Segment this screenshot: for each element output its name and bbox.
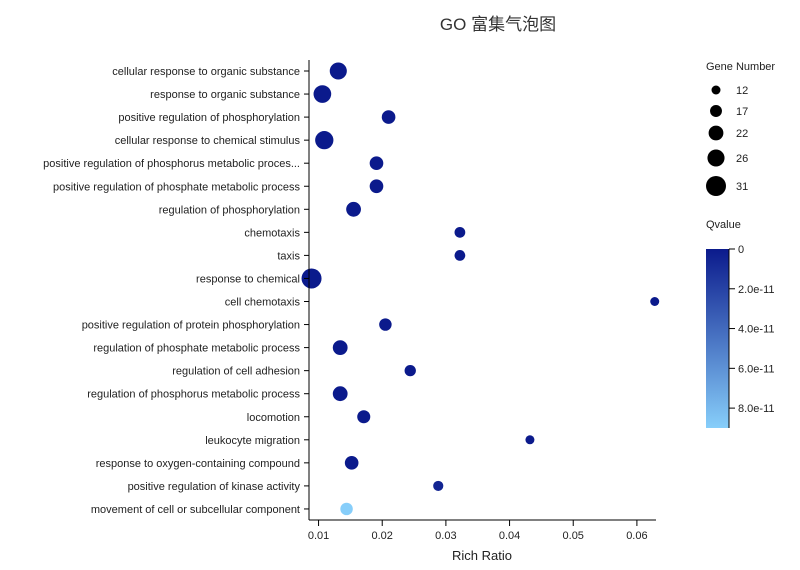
x-axis-label: Rich Ratio [452, 548, 512, 563]
size-legend-bubble [706, 176, 726, 196]
bubble-point[interactable] [346, 201, 361, 217]
size-legend-label: 17 [736, 106, 748, 118]
plot-area [301, 62, 660, 516]
x-tick-label: 0.01 [308, 530, 329, 542]
y-tick-label: cell chemotaxis [225, 297, 301, 309]
y-tick-label: response to organic substance [150, 89, 300, 101]
size-legend-label: 22 [736, 128, 748, 140]
bubble-point[interactable] [433, 480, 444, 491]
y-tick-label: positive regulation of phosphorus metabo… [43, 158, 300, 170]
size-legend-bubble [708, 125, 724, 141]
bubble-point[interactable] [329, 62, 347, 80]
y-tick-label: cellular response to chemical stimulus [115, 135, 301, 147]
size-legend-bubble [711, 85, 721, 95]
bubble-point[interactable] [332, 386, 348, 402]
bubble-point[interactable] [404, 364, 416, 377]
bubble-point[interactable] [315, 131, 334, 150]
size-legend: Gene Number 12 17 22 26 31 [706, 61, 775, 196]
x-tick-label: 0.06 [626, 530, 647, 542]
color-legend-tick-label: 8.0e-11 [738, 403, 775, 415]
bubble-point[interactable] [369, 156, 384, 171]
x-tick-label: 0.03 [435, 530, 456, 542]
size-legend-bubble [707, 149, 725, 167]
bubble-point[interactable] [357, 410, 371, 424]
x-tick-label: 0.02 [372, 530, 393, 542]
size-legend-bubble [710, 105, 722, 117]
bubble-point[interactable] [454, 250, 466, 261]
bubble-point[interactable] [369, 179, 384, 194]
y-tick-label: regulation of phosphate metabolic proces… [93, 343, 300, 355]
size-legend-title: Gene Number [706, 61, 775, 73]
y-tick-label: taxis [277, 250, 300, 262]
color-legend-title: Qvalue [706, 219, 741, 231]
color-legend-tick-label: 4.0e-11 [738, 324, 775, 336]
bubble-point[interactable] [379, 318, 392, 331]
y-tick-label: regulation of cell adhesion [172, 366, 300, 378]
y-tick-label: chemotaxis [244, 227, 300, 239]
y-tick-label: response to chemical [196, 273, 300, 285]
bubble-point[interactable] [650, 297, 660, 306]
size-legend-label: 12 [736, 85, 748, 97]
y-tick-label: cellular response to organic substance [112, 66, 300, 78]
color-legend-tick-label: 0 [738, 244, 744, 256]
y-tick-label: positive regulation of phosphorylation [118, 112, 300, 124]
bubble-point[interactable] [525, 435, 535, 445]
bubble-point[interactable] [381, 110, 396, 124]
bubble-point[interactable] [301, 268, 322, 289]
qvalue-color-bar [706, 249, 729, 428]
y-tick-label: response to oxygen-containing compound [96, 458, 300, 470]
size-legend-label: 26 [736, 153, 748, 165]
bubble-point[interactable] [313, 85, 332, 103]
bubble-point[interactable] [454, 226, 466, 238]
bubble-point[interactable] [332, 340, 348, 355]
y-tick-label: leukocyte migration [205, 435, 300, 447]
y-tick-label: positive regulation of protein phosphory… [82, 320, 300, 332]
bubble-point[interactable] [340, 502, 353, 516]
x-tick-label: 0.05 [563, 530, 584, 542]
y-tick-label: movement of cell or subcellular componen… [91, 504, 300, 516]
bubble-point[interactable] [344, 456, 359, 470]
x-tick-label: 0.04 [499, 530, 520, 542]
color-legend-tick-label: 6.0e-11 [738, 363, 775, 375]
y-tick-label: regulation of phosphorus metabolic proce… [87, 389, 300, 401]
size-legend-label: 31 [736, 181, 748, 193]
y-tick-label: locomotion [247, 412, 300, 424]
y-tick-label: positive regulation of phosphate metabol… [53, 181, 301, 193]
chart-title: GO 富集气泡图 [440, 15, 556, 34]
color-legend-tick-label: 2.0e-11 [738, 284, 775, 296]
y-tick-label: regulation of phosphorylation [159, 204, 300, 216]
y-tick-label: positive regulation of kinase activity [128, 481, 301, 493]
color-legend: Qvalue 0 2.0e-11 4.0e-11 6.0e-11 8.0e-11 [706, 219, 775, 428]
